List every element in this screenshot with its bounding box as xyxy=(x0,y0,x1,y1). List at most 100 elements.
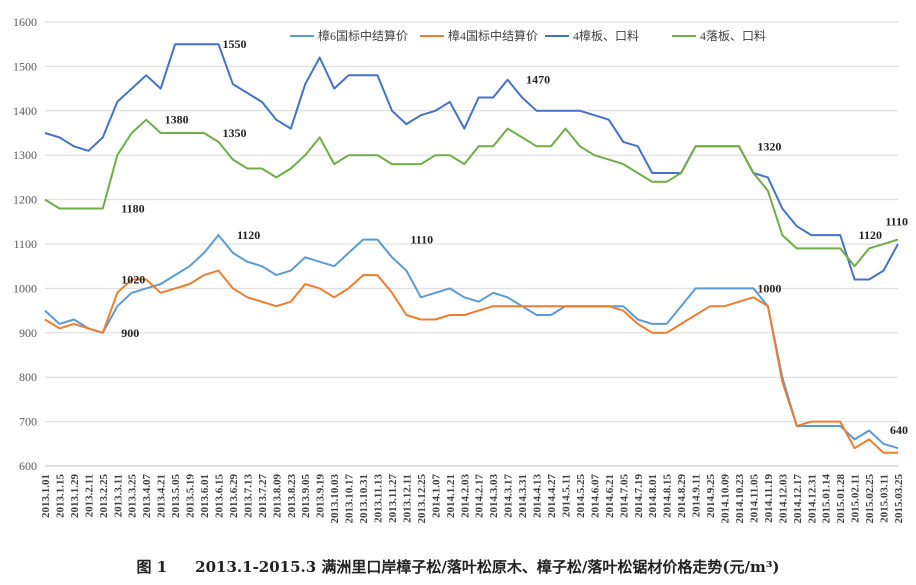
series-line-3 xyxy=(44,43,899,281)
x-tick-label: 2013.1.01 xyxy=(40,474,52,518)
y-tick-label-1300: 1300 xyxy=(13,148,37,162)
series-line-1 xyxy=(44,234,899,450)
y-tick-label-1100: 1100 xyxy=(13,237,37,251)
x-tick-label: 2013.3.11 xyxy=(112,474,124,517)
x-tick-label: 2014.4.27 xyxy=(546,474,558,519)
x-tick-label: 2014.4.13 xyxy=(532,474,544,519)
legend-label-2: 樟4国标中结算价 xyxy=(448,28,538,43)
x-tick-label: 2014.2.03 xyxy=(459,474,471,519)
x-tick-label: 2014.11.19 xyxy=(763,474,775,523)
x-tick-label: 2015.03.11 xyxy=(879,474,891,523)
x-tick-label: 2013.11.13 xyxy=(373,474,385,523)
x-tick-label: 2013.8.23 xyxy=(286,474,298,519)
x-tick-label: 2013.9.05 xyxy=(300,474,312,519)
x-tick-label: 2014.3.17 xyxy=(503,473,515,518)
x-tick-label: 2013.12.11 xyxy=(401,474,413,523)
x-tick-label: 2013.10.03 xyxy=(329,474,341,524)
x-tick-label: 2013.4.21 xyxy=(156,474,168,518)
x-tick-label: 2014.10.09 xyxy=(720,474,732,524)
data-label: 640 xyxy=(890,423,908,437)
x-tick-label: 2014.7.19 xyxy=(633,474,645,519)
x-tick-label: 2014.3.31 xyxy=(517,474,529,518)
x-tick-label: 2014.7.05 xyxy=(618,474,630,519)
data-label: 1120 xyxy=(859,228,882,242)
series-line-2 xyxy=(44,269,898,454)
x-tick-label: 2013.2.25 xyxy=(98,474,110,519)
x-tick-label: 2014.8.01 xyxy=(647,474,659,518)
data-label: 1350 xyxy=(222,126,246,140)
y-tick-label-600: 600 xyxy=(19,459,37,473)
x-tick-label: 2013.6.01 xyxy=(199,474,211,518)
x-tick-label: 2013.6.29 xyxy=(228,474,240,519)
data-label: 1120 xyxy=(237,228,260,242)
x-tick-label: 2014.6.07 xyxy=(589,474,601,519)
x-tick-label: 2014.12.17 xyxy=(792,474,804,524)
x-tick-label: 2013.6.15 xyxy=(213,474,225,519)
x-tick-label: 2014.6.21 xyxy=(604,474,616,518)
data-label: 1000 xyxy=(757,281,781,295)
x-tick-label: 2014.1.07 xyxy=(430,474,442,519)
x-tick-label: 2014.3.03 xyxy=(488,473,500,518)
x-tick-label: 2013.4.07 xyxy=(141,474,153,519)
x-tick-label: 2013.11.27 xyxy=(387,474,399,523)
x-tick-label: 2013.5.05 xyxy=(170,474,182,519)
x-tick-label: 2013.2.11 xyxy=(83,474,95,517)
y-tick-label-1000: 1000 xyxy=(13,281,37,295)
x-tick-label: 2014.12.03 xyxy=(777,474,789,524)
y-tick-label-1500: 1500 xyxy=(13,59,37,73)
data-label: 1320 xyxy=(757,139,781,153)
x-tick-label: 2013.8.09 xyxy=(271,474,283,519)
figure-title: 2013.1-2015.3 满洲里口岸樟子松/落叶松原木、樟子松/落叶松锯材价格… xyxy=(195,558,780,576)
x-tick-label: 2014.12.31 xyxy=(806,474,818,524)
data-label: 1020 xyxy=(121,273,145,287)
legend-label-1: 樟6国标中结算价 xyxy=(318,28,408,43)
legend-label-4: 4落板、口料 xyxy=(700,29,766,43)
x-tick-label: 2014.9.25 xyxy=(705,474,717,519)
legend: 樟6国标中结算价 樟4国标中结算价 4樟板、口料 4落板、口料 xyxy=(290,28,766,43)
data-label: 1550 xyxy=(222,37,246,51)
y-axis-ticks: 600 700 800 900 1000 1100 1200 1300 1400 1500 1600 xyxy=(13,15,37,473)
series-lines xyxy=(44,43,899,454)
y-tick-label-900: 900 xyxy=(19,326,37,340)
y-tick-label-700: 700 xyxy=(19,415,37,429)
x-tick-label: 2013.1.29 xyxy=(69,474,81,519)
x-tick-label: 2014.5.25 xyxy=(575,474,587,519)
x-tick-label: 2013.10.17 xyxy=(344,474,356,524)
y-tick-label-800: 800 xyxy=(19,370,37,384)
data-label: 1470 xyxy=(526,73,550,87)
figure-caption: 图 1 2013.1-2015.3 满洲里口岸樟子松/落叶松原木、樟子松/落叶松锯… xyxy=(0,556,916,577)
series-line-4 xyxy=(44,118,899,268)
y-tick-label-1200: 1200 xyxy=(13,193,37,207)
x-tick-label: 2013.10.31 xyxy=(358,474,370,524)
x-tick-label: 2014.8.15 xyxy=(662,474,674,519)
x-tick-label: 2014.1.21 xyxy=(445,474,457,518)
data-label: 1110 xyxy=(885,215,908,229)
x-tick-label: 2013.9.19 xyxy=(315,474,327,519)
x-tick-label: 2015.01.28 xyxy=(835,474,847,524)
x-tick-label: 2014.10.23 xyxy=(734,474,746,524)
data-label: 1110 xyxy=(410,233,433,247)
grid-lines xyxy=(45,21,898,423)
data-label: 900 xyxy=(121,326,139,340)
x-tick-label: 2013.3.25 xyxy=(127,474,139,519)
data-label: 1380 xyxy=(165,113,189,127)
x-tick-label: 2013.12.25 xyxy=(416,474,428,524)
figure-label: 图 1 xyxy=(136,558,168,576)
x-tick-label: 2015.02.25 xyxy=(864,474,876,524)
x-tick-label: 2013.5.19 xyxy=(185,474,197,519)
x-tick-label: 2013.7.13 xyxy=(242,474,254,519)
x-tick-label: 2014.11.05 xyxy=(748,474,760,523)
y-tick-label-1400: 1400 xyxy=(13,104,37,118)
x-tick-label: 2014.5.11 xyxy=(560,474,572,517)
x-tick-label: 2014.2.17 xyxy=(474,474,486,519)
x-tick-label: 2014.9.11 xyxy=(691,474,703,517)
x-tick-label: 2015.03.25 xyxy=(893,474,905,524)
x-tick-label: 2013.1.15 xyxy=(54,474,66,519)
y-tick-label-1600: 1600 xyxy=(13,15,37,29)
data-label: 1180 xyxy=(121,201,144,215)
x-tick-label: 2015.02.11 xyxy=(850,474,862,523)
x-tick-label: 2015.01.14 xyxy=(821,474,833,524)
x-tick-label: 2013.7.27 xyxy=(257,474,269,519)
